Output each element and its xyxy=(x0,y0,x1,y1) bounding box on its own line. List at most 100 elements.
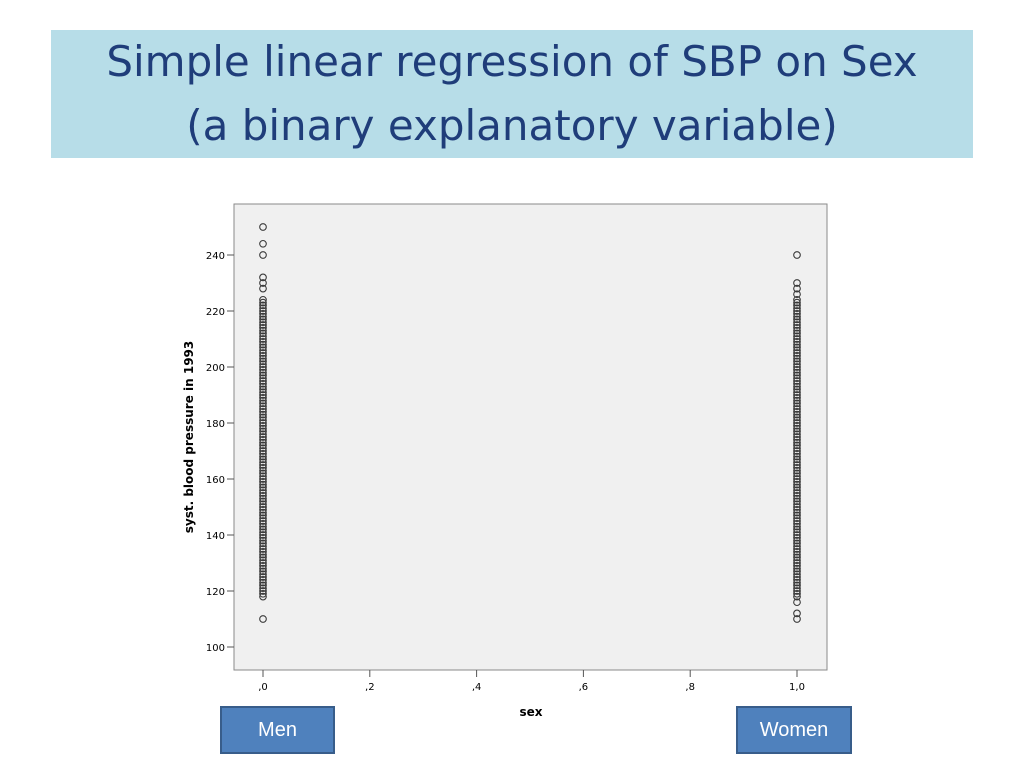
point-women xyxy=(793,346,801,355)
point-women xyxy=(793,452,801,461)
x-tick-label: ,8 xyxy=(685,682,695,693)
point-men xyxy=(259,337,267,346)
point-women xyxy=(793,615,801,623)
point-women xyxy=(793,503,801,511)
y-tick-label: 160 xyxy=(206,475,225,486)
point-women xyxy=(793,522,801,531)
point-men xyxy=(259,550,267,559)
point-women xyxy=(793,542,801,551)
point-women xyxy=(793,251,801,259)
point-women xyxy=(793,290,801,299)
point-women xyxy=(793,435,801,444)
point-women xyxy=(793,531,801,539)
point-men xyxy=(259,570,267,579)
point-women xyxy=(793,511,801,520)
point-women xyxy=(793,598,801,607)
y-axis-label: syst. blood pressure in 1993 xyxy=(182,341,196,533)
point-men xyxy=(259,514,267,523)
point-women xyxy=(793,570,801,579)
point-women xyxy=(793,491,801,500)
y-tick-label: 120 xyxy=(206,587,225,598)
men-label-box: Men xyxy=(220,706,335,754)
point-men xyxy=(259,508,267,517)
point-men xyxy=(259,363,267,371)
x-tick-label: 1,0 xyxy=(789,682,805,693)
point-women xyxy=(793,441,801,450)
point-women xyxy=(793,368,801,377)
point-men xyxy=(259,298,267,307)
point-men xyxy=(259,449,267,458)
point-men xyxy=(259,592,267,601)
point-women xyxy=(793,505,801,514)
point-men xyxy=(259,475,267,483)
point-women xyxy=(793,332,801,341)
point-women xyxy=(793,295,801,304)
point-women xyxy=(793,483,801,492)
point-women xyxy=(793,307,801,315)
y-tick-label: 220 xyxy=(206,307,225,318)
point-women xyxy=(793,463,801,472)
point-men xyxy=(259,466,267,475)
point-women xyxy=(793,575,801,584)
point-women xyxy=(793,609,801,618)
y-tick-label: 180 xyxy=(206,419,225,430)
point-men xyxy=(259,385,267,394)
point-women xyxy=(793,430,801,439)
point-women xyxy=(793,419,801,427)
x-tick-label: ,0 xyxy=(258,682,268,693)
point-men xyxy=(259,388,267,397)
point-men xyxy=(259,433,267,441)
point-men xyxy=(259,500,267,509)
point-men xyxy=(259,399,267,408)
point-women xyxy=(793,399,801,408)
y-tick-label: 240 xyxy=(206,251,225,262)
point-men xyxy=(259,421,267,430)
point-men xyxy=(259,483,267,492)
point-men xyxy=(259,223,267,231)
point-men xyxy=(259,491,267,500)
point-men xyxy=(259,461,267,469)
point-women xyxy=(793,480,801,489)
point-women xyxy=(793,379,801,388)
point-men xyxy=(259,321,267,329)
point-men xyxy=(259,528,267,537)
point-men xyxy=(259,405,267,413)
point-men xyxy=(259,447,267,455)
y-axis: 100 120 140 160 180 200 220 240 xyxy=(206,251,234,654)
point-women xyxy=(793,335,801,343)
point-women xyxy=(793,433,801,441)
point-men xyxy=(259,553,267,562)
x-axis: ,0 ,2 ,4 ,6 ,8 1,0 xyxy=(258,670,805,693)
point-men xyxy=(259,326,267,335)
point-men xyxy=(259,377,267,385)
point-women xyxy=(793,477,801,486)
point-women xyxy=(793,402,801,411)
point-women xyxy=(793,388,801,397)
point-women xyxy=(793,536,801,545)
point-men xyxy=(259,304,267,313)
point-men xyxy=(259,573,267,581)
point-women xyxy=(793,578,801,587)
point-men xyxy=(259,441,267,450)
point-women xyxy=(793,545,801,553)
point-men xyxy=(259,522,267,531)
point-women xyxy=(793,447,801,455)
point-men xyxy=(259,469,267,478)
point-men xyxy=(259,589,267,598)
point-women xyxy=(793,354,801,363)
point-men xyxy=(259,284,267,293)
point-men xyxy=(259,489,267,497)
point-women xyxy=(793,421,801,430)
point-men xyxy=(259,251,267,259)
point-men xyxy=(259,581,267,590)
point-men xyxy=(259,561,267,570)
point-men xyxy=(259,312,267,321)
point-women xyxy=(793,592,801,601)
point-men xyxy=(259,343,267,352)
point-men xyxy=(259,564,267,573)
point-men xyxy=(259,517,267,525)
point-women xyxy=(793,407,801,416)
x-axis-label: sex xyxy=(519,705,542,719)
point-women xyxy=(793,365,801,374)
